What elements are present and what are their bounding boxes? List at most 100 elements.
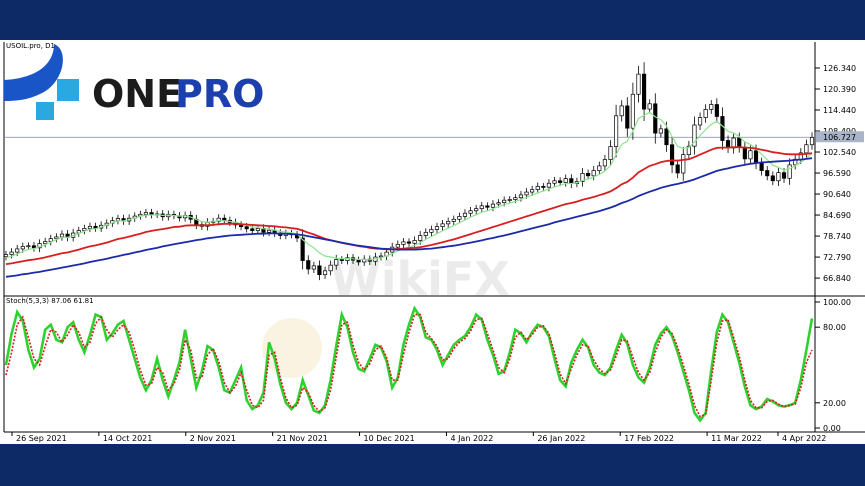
- price-tick-label: 72.790: [823, 253, 851, 262]
- candle-down: [625, 105, 630, 129]
- candle-up: [502, 199, 507, 204]
- price-tick-label: 114.440: [823, 106, 856, 115]
- candle-up: [647, 103, 652, 110]
- stoch-tick-label: 80.00: [823, 323, 846, 332]
- candle-up: [546, 182, 552, 188]
- candle-down: [558, 180, 563, 183]
- candle-up: [686, 145, 691, 155]
- time-tick-label: 17 Feb 2022: [624, 434, 674, 443]
- candle-up: [423, 231, 428, 236]
- candle-down: [742, 146, 747, 160]
- price-pane-title: USOIL.pro, D1: [6, 42, 55, 50]
- current-price-label: 106.727: [823, 133, 856, 142]
- onepro-logo-mark-square: [57, 79, 79, 101]
- price-pane: 126.340120.390114.440108.490102.54096.59…: [3, 62, 864, 283]
- candle-up: [462, 212, 468, 217]
- candle-up: [43, 241, 48, 244]
- price-tick-label: 78.740: [823, 232, 851, 241]
- candle-down: [720, 116, 725, 141]
- candle-up: [479, 205, 484, 210]
- candle-up: [563, 178, 568, 183]
- candle-up: [496, 202, 501, 205]
- onepro-logo-one: ONE: [92, 72, 182, 116]
- onepro-logo-mark-arc: [4, 44, 63, 101]
- stochastic-pane: 100.00 80.00 20.00 0.00: [4, 298, 851, 433]
- price-tick-label: 90.640: [823, 190, 851, 199]
- price-tick-label: 66.840: [823, 274, 851, 283]
- candle-up: [3, 254, 9, 258]
- candle-up: [518, 194, 524, 199]
- candle-up: [776, 172, 781, 182]
- candle-up: [457, 216, 462, 220]
- candle-down: [93, 225, 98, 229]
- candle-up: [804, 144, 809, 154]
- candle-up: [530, 189, 535, 193]
- candle-up: [395, 243, 400, 248]
- candle-down: [653, 103, 658, 134]
- candle-up: [602, 159, 607, 167]
- chart-area: WikiFX ONE PRO USOIL.pro, D1 Stoch(5,3,3…: [0, 40, 865, 444]
- candle-up: [709, 104, 714, 110]
- candle-down: [759, 162, 764, 171]
- candle-down: [339, 259, 344, 261]
- candle-down: [642, 73, 647, 110]
- stoch-tick-label: 100.00: [823, 298, 851, 307]
- candle-down: [675, 164, 680, 174]
- candle-up: [658, 128, 663, 134]
- candle-up: [692, 124, 697, 147]
- candle-down: [300, 237, 305, 261]
- candle-up: [513, 197, 518, 200]
- candle-up: [619, 105, 624, 117]
- candle-down: [406, 241, 412, 244]
- candle-down: [485, 205, 490, 208]
- candle-up: [608, 146, 613, 160]
- candle-down: [765, 170, 770, 177]
- current-price-badge: [816, 131, 864, 143]
- time-tick-label: 10 Dec 2021: [364, 434, 415, 443]
- candle-up: [59, 233, 65, 238]
- candle-down: [781, 172, 787, 179]
- candle-up: [82, 228, 87, 231]
- candle-down: [317, 265, 322, 276]
- candle-up: [15, 248, 20, 253]
- candle-up: [809, 136, 815, 146]
- candle-down: [664, 128, 669, 146]
- candle-down: [586, 173, 591, 177]
- candle-up: [266, 229, 272, 233]
- candle-down: [541, 186, 546, 188]
- candle-up: [20, 246, 25, 250]
- candle-up: [311, 265, 316, 270]
- stoch-tick-label: 20.00: [823, 399, 846, 408]
- stochastic-main-line: [4, 305, 814, 423]
- candle-up: [451, 218, 456, 222]
- candle-up: [468, 210, 473, 214]
- stoch-tick-label: 0.00: [823, 424, 841, 433]
- candle-up: [597, 165, 602, 171]
- candle-up: [580, 173, 585, 182]
- moving-average-line-2: [5, 146, 813, 265]
- candle-up: [552, 180, 557, 184]
- stochastic-signal-line: [5, 313, 813, 418]
- candle-up: [54, 236, 59, 240]
- candle-down: [770, 175, 775, 182]
- candle-up: [434, 226, 440, 230]
- onepro-logo: ONE PRO: [4, 44, 264, 120]
- candle-up: [748, 150, 753, 160]
- candle-up: [87, 225, 93, 229]
- candle-down: [669, 144, 675, 166]
- time-tick-label: 21 Nov 2021: [277, 434, 328, 443]
- candle-up: [636, 73, 641, 95]
- candle-up: [9, 251, 14, 255]
- candle-up: [26, 245, 31, 248]
- candle-up: [507, 199, 512, 201]
- onepro-logo-mark-square: [36, 102, 54, 120]
- moving-average-line-3: [5, 157, 813, 278]
- time-tick-label: 14 Oct 2021: [103, 434, 152, 443]
- price-tick-label: 126.340: [823, 64, 856, 73]
- candle-up: [401, 241, 406, 245]
- candle-down: [737, 137, 742, 148]
- price-tick-label: 120.390: [823, 85, 856, 94]
- candle-up: [703, 109, 708, 118]
- candle-up: [787, 164, 792, 179]
